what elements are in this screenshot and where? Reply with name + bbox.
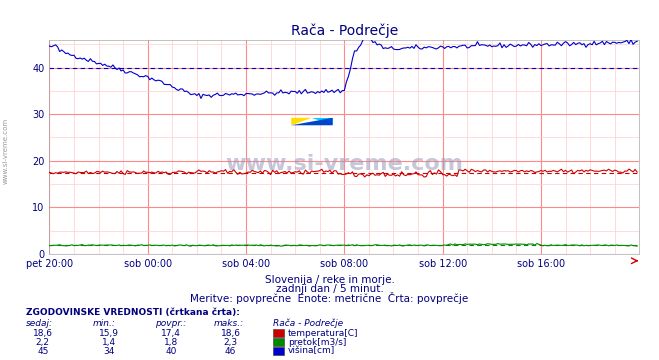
Text: 18,6: 18,6 [33, 329, 53, 338]
Text: 40: 40 [165, 347, 177, 356]
Polygon shape [312, 118, 333, 125]
Text: 15,9: 15,9 [99, 329, 119, 338]
Text: min.:: min.: [92, 319, 115, 328]
Text: 1,4: 1,4 [101, 338, 116, 347]
Text: maks.:: maks.: [214, 319, 244, 328]
Text: ZGODOVINSKE VREDNOSTI (črtkana črta):: ZGODOVINSKE VREDNOSTI (črtkana črta): [26, 308, 241, 317]
Polygon shape [291, 118, 312, 125]
Text: sedaj:: sedaj: [26, 319, 53, 328]
Text: 34: 34 [103, 347, 115, 356]
Text: 46: 46 [225, 347, 237, 356]
Text: www.si-vreme.com: www.si-vreme.com [2, 118, 9, 184]
Text: 2,3: 2,3 [223, 338, 238, 347]
Text: 45: 45 [37, 347, 49, 356]
Text: povpr.:: povpr.: [155, 319, 186, 328]
Text: 1,8: 1,8 [164, 338, 179, 347]
Text: pretok[m3/s]: pretok[m3/s] [288, 338, 347, 347]
Text: Slovenija / reke in morje.: Slovenija / reke in morje. [264, 275, 395, 285]
Text: 17,4: 17,4 [161, 329, 181, 338]
Text: www.si-vreme.com: www.si-vreme.com [225, 154, 463, 174]
Text: višina[cm]: višina[cm] [288, 347, 335, 356]
Text: zadnji dan / 5 minut.: zadnji dan / 5 minut. [275, 284, 384, 294]
Text: Meritve: povprečne  Enote: metrične  Črta: povprečje: Meritve: povprečne Enote: metrične Črta:… [190, 292, 469, 304]
Polygon shape [291, 118, 333, 125]
Title: Rača - Podrečje: Rača - Podrečje [291, 24, 398, 39]
Text: temperatura[C]: temperatura[C] [288, 329, 358, 338]
Text: 18,6: 18,6 [221, 329, 241, 338]
Text: Rača - Podrečje: Rača - Podrečje [273, 318, 343, 328]
Text: 2,2: 2,2 [36, 338, 50, 347]
